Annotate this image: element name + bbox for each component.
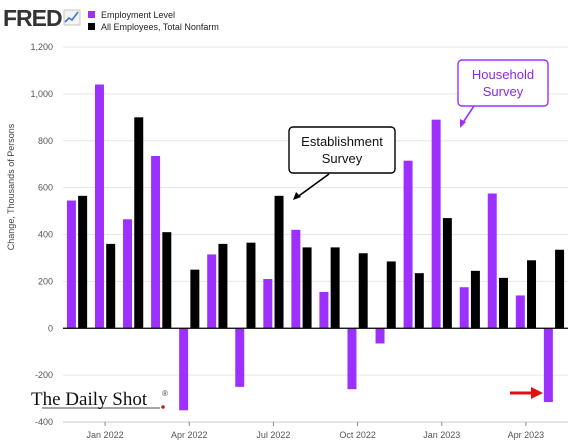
bar-employment-level	[431, 119, 441, 329]
bar-total-nonfarm	[386, 261, 396, 329]
fred-chart-icon	[63, 9, 81, 26]
fred-logo: FRED	[3, 5, 81, 31]
household-survey-callout: Household Survey	[457, 59, 549, 128]
legend-label-total-nonfarm: All Employees, Total Nonfarm	[101, 22, 219, 32]
bar-employment-level	[207, 254, 217, 329]
bar-total-nonfarm	[190, 269, 200, 329]
watermark-red-dot	[161, 405, 165, 409]
y-tick-label: 800	[38, 136, 53, 146]
bar-employment-level	[375, 328, 385, 344]
bar-employment-level	[151, 155, 161, 329]
x-tick-label: Jan 2023	[423, 430, 460, 440]
bar-total-nonfarm	[330, 247, 340, 329]
red-arrow-icon	[510, 387, 543, 399]
x-tick-label: Jan 2022	[87, 430, 124, 440]
establishment-survey-callout: Establishment Survey	[288, 126, 396, 200]
daily-shot-watermark: The Daily Shot ®	[31, 389, 168, 410]
bar-total-nonfarm	[442, 218, 452, 329]
bar-total-nonfarm	[555, 249, 565, 329]
bar-total-nonfarm	[106, 243, 116, 329]
bar-total-nonfarm	[498, 277, 508, 329]
bar-total-nonfarm	[470, 270, 480, 329]
bar-employment-level	[291, 229, 301, 329]
y-tick-label: 400	[38, 230, 53, 240]
bar-employment-level	[459, 287, 469, 329]
bar-employment-level	[515, 295, 525, 329]
bar-employment-level	[263, 279, 273, 329]
establishment-callout-box	[288, 126, 396, 174]
bar-employment-level	[319, 291, 329, 329]
x-tick-label: Apr 2023	[508, 430, 545, 440]
legend-swatch-total-nonfarm	[88, 23, 95, 30]
establishment-arrow-head	[293, 192, 301, 200]
bar-total-nonfarm	[246, 242, 256, 329]
bar-employment-level	[123, 219, 133, 329]
bar-total-nonfarm	[414, 273, 424, 329]
bar-total-nonfarm	[274, 195, 284, 329]
household-callout-box	[457, 59, 549, 107]
x-axis: Jan 2022 Apr 2022 Jul 2022 Oct 2022 Jan 2023…	[63, 327, 568, 440]
bar-employment-level	[179, 328, 189, 411]
bar-employment-level	[235, 328, 245, 387]
household-arrow-head	[460, 119, 466, 128]
bar-total-nonfarm	[527, 260, 537, 329]
watermark-text: The Daily Shot	[31, 389, 148, 410]
y-tick-label: 1,200	[30, 42, 53, 52]
fred-logo-text: FRED	[3, 5, 62, 31]
y-tick-label: -400	[35, 417, 53, 427]
establishment-callout-line2: Survey	[322, 151, 363, 166]
bar-employment-level	[94, 84, 104, 329]
bar-total-nonfarm	[302, 247, 312, 329]
bar-total-nonfarm	[162, 232, 172, 329]
household-callout-line1: Household	[472, 67, 534, 82]
bar-employment-level	[487, 193, 497, 329]
bar-employment-level	[543, 328, 553, 403]
x-tick-label: Apr 2022	[171, 430, 208, 440]
watermark-mark: ®	[162, 389, 168, 398]
bar-employment-level	[403, 160, 413, 329]
x-tick-label: Oct 2022	[339, 430, 376, 440]
legend-swatch-employment-level	[88, 11, 95, 18]
establishment-arrow-line	[295, 173, 330, 199]
household-callout-line2: Survey	[483, 84, 524, 99]
legend: Employment Level All Employees, Total No…	[88, 10, 219, 32]
legend-label-employment-level: Employment Level	[101, 10, 175, 20]
y-axis-title: Change, Thousands of Persons	[6, 123, 16, 250]
y-tick-label: 1,000	[30, 89, 53, 99]
y-axis-ticks: -400 -200 0 200 400 600 800 1,000 1,200	[30, 42, 53, 427]
y-tick-label: 0	[48, 323, 53, 333]
bars	[66, 84, 565, 411]
x-tick-label: Jul 2022	[256, 430, 290, 440]
y-tick-label: 600	[38, 183, 53, 193]
y-tick-label: -200	[35, 370, 53, 380]
bar-total-nonfarm	[78, 195, 88, 329]
y-tick-label: 200	[38, 276, 53, 286]
bar-employment-level	[66, 200, 76, 329]
bar-total-nonfarm	[218, 243, 228, 329]
bar-total-nonfarm	[134, 117, 144, 329]
bar-total-nonfarm	[358, 253, 368, 329]
bar-employment-level	[347, 328, 357, 390]
establishment-callout-line1: Establishment	[301, 134, 383, 149]
